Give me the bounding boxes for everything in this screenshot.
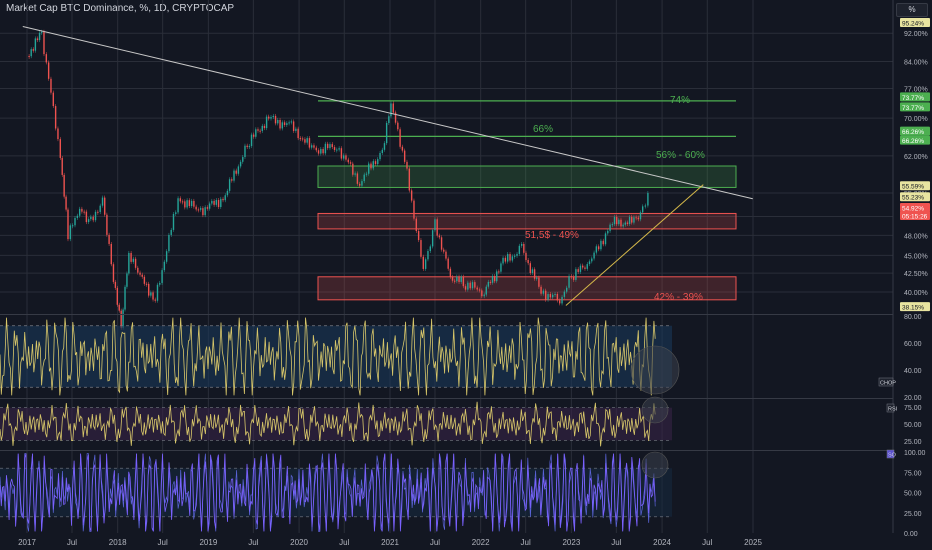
time-axis-label: Jul [702,538,712,547]
price-badge [900,202,930,212]
price-badge-label: 95.24% [902,20,924,27]
grid-lines [0,0,894,533]
price-badge [900,192,930,202]
price-badge-label: 55.59% [902,184,924,191]
price-badge [900,17,930,27]
indicator-line [0,317,656,396]
indicator-name-badge [886,403,895,413]
indicator-axis-label: 50.00 [904,491,922,498]
price-axis-label: 42.50% [904,271,928,278]
indicator-name: CHOP [880,381,896,387]
time-axis-label: Jul [158,538,168,547]
price-axis-label: 84.00% [904,59,928,66]
indicator-name-badge [886,449,895,459]
time-axis-label: 2020 [290,538,308,547]
price-axis[interactable]: 92.00%84.00%77.00%70.00%62.00%55.00%51.0… [878,17,930,538]
indicator-axis-label: 25.00 [904,439,922,446]
highlight-circle [630,345,680,395]
price-axis-label: 45.00% [904,253,928,260]
time-axis-label: 2024 [653,538,671,547]
time-axis-label: Jul [67,538,77,547]
price-badge-label: 73.77% [902,95,924,102]
indicator-axis-label: 20.00 [904,395,922,402]
time-axis-label: Jul [339,538,349,547]
price-axis-label: 70.00% [904,116,928,123]
time-axis-label: 2017 [18,538,36,547]
indicator-line [0,453,656,532]
indicator-band [0,325,672,388]
price-badge [900,181,930,191]
price-zones [317,100,737,301]
price-badge-label: 66.26% [902,129,924,136]
indicator-name: SO [888,453,897,459]
time-axis-label: Jul [430,538,440,547]
support-line [565,184,704,306]
price-badge-label: 66.26% [902,138,924,145]
indicator-axis-label: 25.00 [904,511,922,518]
price-axis-label: 77.00% [904,87,928,94]
indicator-axis-label: 100.00 [904,450,926,457]
chart-title: Market Cap BTC Dominance, %, 1D, CRYPTOC… [6,3,235,14]
time-axis-label: 2021 [381,538,399,547]
indicator-line [0,401,656,447]
time-axis-label: 2019 [199,538,217,547]
price-badge-label: 54.92% [902,205,924,212]
time-axis-label: Jul [248,538,258,547]
time-axis-label: Jul [611,538,621,547]
time-axis-label: Jul [521,538,531,547]
zone-box [317,212,737,230]
price-badge [900,302,930,312]
indicator-name: RSI [888,407,898,413]
indicator-axis-label: 50.00 [904,422,922,429]
price-badge-label: 55.23% [902,195,924,202]
zone-box [317,165,737,188]
annotation-lines [22,26,753,306]
highlight-circle [641,396,669,424]
indicator-axis-label: 40.00 [904,368,922,375]
zone-label: 56% - 60% [656,150,705,161]
indicator-axis-label: 0.00 [904,531,918,538]
price-badge [900,126,930,136]
price-badge-label: 73.77% [902,105,924,112]
time-axis-label: 2025 [744,538,762,547]
trendline [22,26,753,200]
zone-label: 51,5$ - 49% [525,230,579,241]
zone-label: 66% [533,124,553,135]
price-badge [900,92,930,102]
indicator-axis-label: 75.00 [904,470,922,477]
price-badge [900,210,930,220]
price-axis-label: 40.00% [904,290,928,297]
indicator-name-badge [878,377,894,387]
zone-labels: 74% 66% 56% - 60% 51,5$ - 49% 42% - 39% [525,95,705,303]
zone-label: 42% - 39% [654,292,703,303]
price-badge [900,102,930,112]
indicator-panels [0,314,893,532]
time-axis-label: 2018 [109,538,127,547]
percent-scale-button[interactable]: % [896,3,928,17]
price-axis-label: 62.00% [904,154,928,161]
price-axis-label: 48.00% [904,233,928,240]
price-badge-label: 38.15% [902,305,924,312]
indicator-axis-label: 80.00 [904,314,922,321]
zone-box [317,276,737,301]
price-badge-label: 05:15:26 [902,213,928,220]
highlight-circle [641,451,669,479]
price-badge [900,135,930,145]
time-axis[interactable]: 2017 Jul 2018 Jul 2019 Jul 2020 Jul 2021 Jul 2022 J… [18,538,762,547]
time-axis-label: 2022 [472,538,490,547]
zone-label: 74% [670,95,690,106]
price-axis-label: 92.00% [904,31,928,38]
indicator-axis-label: 60.00 [904,341,922,348]
indicator-axis-label: 75.00 [904,405,922,412]
time-axis-label: 2023 [562,538,580,547]
price-series [28,29,649,330]
